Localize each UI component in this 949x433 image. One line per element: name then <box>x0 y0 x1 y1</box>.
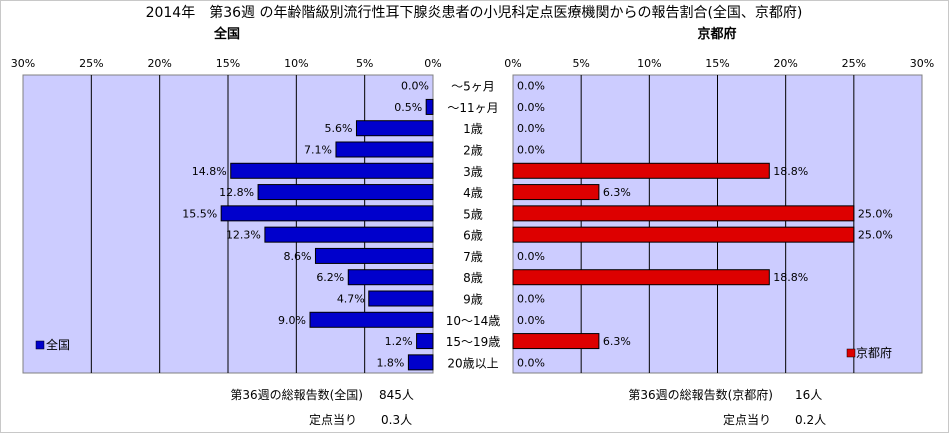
national-data-label: 7.1% <box>304 144 332 157</box>
category-label: 20歳以上 <box>447 356 498 370</box>
kyoto-data-label: 0.0% <box>517 250 545 263</box>
kyoto-data-label: 0.0% <box>517 144 545 157</box>
national-tick-label: 30% <box>11 57 35 70</box>
kyoto-data-label: 0.0% <box>517 293 545 306</box>
kyoto-data-label: 18.8% <box>773 165 808 178</box>
kyoto-total-label: 第36週の総報告数(京都府) <box>628 387 773 402</box>
category-label: 6歳 <box>463 229 483 243</box>
national-bar <box>355 120 434 137</box>
kyoto-bar <box>512 184 600 201</box>
national-data-label: 0.5% <box>394 101 422 114</box>
kyoto-tick-label: 30% <box>910 57 934 70</box>
kyoto-tick-label: 0% <box>504 57 521 70</box>
kyoto-tick-label: 15% <box>705 57 729 70</box>
kyoto-legend: 京都府 <box>846 345 892 360</box>
category-label: 8歳 <box>463 271 483 285</box>
kyoto-bar <box>512 205 855 222</box>
national-bar <box>416 333 434 350</box>
category-label: 7歳 <box>463 250 483 264</box>
national-bar <box>314 247 434 264</box>
category-label: 15～19歳 <box>446 335 501 349</box>
kyoto-data-label: 0.0% <box>517 122 545 135</box>
national-bar <box>425 98 434 115</box>
kyoto-bar <box>512 162 770 179</box>
national-panel-title: 全国 <box>213 26 240 42</box>
national-data-label: 1.8% <box>376 356 404 369</box>
category-label: 10～14歳 <box>446 314 501 328</box>
kyoto-data-label: 0.0% <box>517 314 545 327</box>
kyoto-bar <box>512 226 855 243</box>
national-bar <box>309 311 434 328</box>
national-bar <box>407 354 434 371</box>
kyoto-per-value: 0.2人 <box>795 413 826 427</box>
kyoto-total-value: 16人 <box>795 388 822 402</box>
national-data-label: 15.5% <box>182 207 217 220</box>
national-bar <box>347 269 434 286</box>
kyoto-bar <box>512 333 600 350</box>
national-data-label: 4.7% <box>337 293 365 306</box>
kyoto-tick-label: 20% <box>773 57 797 70</box>
kyoto-panel-title: 京都府 <box>697 26 736 42</box>
kyoto-data-label: 0.0% <box>517 80 545 93</box>
kyoto-bar <box>512 269 770 286</box>
category-label: 1歳 <box>463 122 483 136</box>
category-label: 3歳 <box>463 165 483 179</box>
kyoto-tick-label: 25% <box>842 57 866 70</box>
national-per-label: 定点当り <box>309 412 357 427</box>
national-data-label: 9.0% <box>278 314 306 327</box>
national-legend-swatch <box>35 340 45 350</box>
national-total-value: 845人 <box>379 388 414 402</box>
chart-title: 2014年 第36週 の年齢階級別流行性耳下腺炎患者の小児科定点医療機関からの報… <box>146 4 803 21</box>
national-data-label: 12.8% <box>219 186 254 199</box>
category-label: 9歳 <box>463 293 483 307</box>
category-label: 2歳 <box>463 144 483 158</box>
kyoto-tick-label: 10% <box>637 57 661 70</box>
national-total-label: 第36週の総報告数(全国) <box>230 387 363 402</box>
national-bar <box>264 226 434 243</box>
kyoto-data-label: 25.0% <box>858 229 893 242</box>
category-label: 4歳 <box>463 186 483 200</box>
category-label: 5歳 <box>463 207 483 221</box>
national-bar <box>368 290 434 307</box>
national-tick-label: 25% <box>79 57 103 70</box>
national-data-label: 14.8% <box>192 165 227 178</box>
national-bar <box>220 205 434 222</box>
national-bar <box>335 141 434 158</box>
national-legend: 全国 <box>35 337 70 352</box>
kyoto-legend-label: 京都府 <box>856 345 892 360</box>
kyoto-data-label: 18.8% <box>773 271 808 284</box>
national-tick-label: 10% <box>284 57 308 70</box>
kyoto-data-label: 0.0% <box>517 101 545 114</box>
national-data-label: 5.6% <box>325 122 353 135</box>
national-data-label: 0.0% <box>401 80 429 93</box>
national-bar <box>230 162 434 179</box>
national-data-label: 12.3% <box>226 229 261 242</box>
kyoto-data-label: 6.3% <box>603 186 631 199</box>
kyoto-data-label: 25.0% <box>858 207 893 220</box>
kyoto-legend-swatch <box>846 348 856 358</box>
kyoto-per-label: 定点当り <box>723 412 771 427</box>
national-data-label: 8.6% <box>284 250 312 263</box>
kyoto-data-label: 6.3% <box>603 335 631 348</box>
national-legend-label: 全国 <box>46 337 70 352</box>
national-tick-label: 5% <box>356 57 373 70</box>
national-tick-label: 15% <box>216 57 240 70</box>
national-tick-label: 0% <box>424 57 441 70</box>
national-per-value: 0.3人 <box>381 413 412 427</box>
category-label: ～5ヶ月 <box>451 80 495 94</box>
kyoto-data-label: 0.0% <box>517 356 545 369</box>
national-data-label: 6.2% <box>316 271 344 284</box>
national-bar <box>257 184 434 201</box>
national-data-label: 1.2% <box>385 335 413 348</box>
kyoto-tick-label: 5% <box>572 57 589 70</box>
national-tick-label: 20% <box>147 57 171 70</box>
category-label: ～11ヶ月 <box>447 101 498 115</box>
